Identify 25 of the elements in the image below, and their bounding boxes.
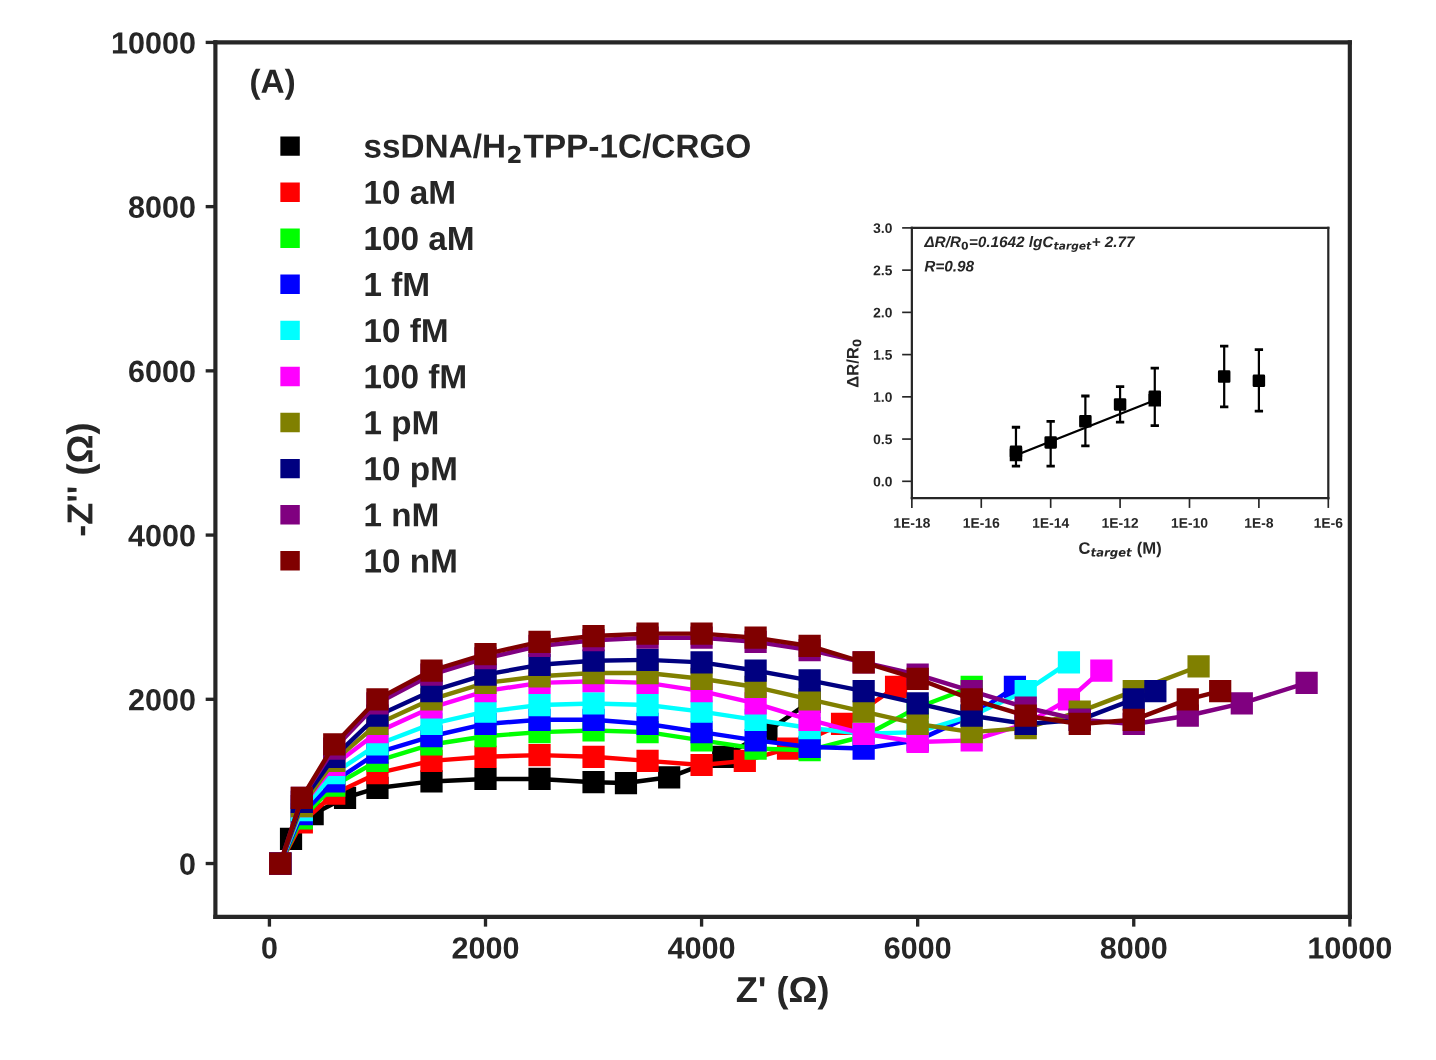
y-tick-label: 2000 (129, 689, 195, 711)
legend-label: 10 nM (365, 549, 456, 573)
annotation: (A) (251, 68, 295, 100)
x-tick-label: 8000 (1100, 937, 1167, 959)
y-tick-label: 0 (180, 853, 195, 875)
x-tick-label: 10000 (1309, 937, 1392, 959)
x-tick-label: 0 (262, 937, 277, 959)
legend-label: 10 pM (365, 457, 456, 488)
y-axis-title: -Z'' (Ω) (66, 424, 100, 536)
x-tick-label: 4000 (668, 937, 735, 959)
legend-label: 100 aM (365, 226, 473, 251)
legend-label: 1 pM (365, 411, 438, 442)
y-axis-title: ΔR/R$_{0}$ (846, 339, 862, 388)
legend-label: 10 aM (365, 180, 454, 205)
legend-label: 100 fM (365, 363, 465, 389)
legend-label: 1 fM (365, 271, 428, 296)
legend-label: 1 nM (365, 503, 438, 527)
x-axis-title: C$_{target}$ (M) (1079, 541, 1161, 560)
legend-label: 10 fM (365, 317, 447, 343)
x-tick-label: 2000 (452, 937, 519, 959)
x-axis-title: Z' (Ω) (736, 975, 828, 1010)
y-tick-label: 6000 (129, 360, 195, 383)
legend-label: ssDNA/H$_{2}$TPP-1C/CRGO (364, 133, 750, 164)
y-tick-label: 10000 (112, 32, 195, 54)
y-tick-label: 8000 (128, 196, 195, 218)
